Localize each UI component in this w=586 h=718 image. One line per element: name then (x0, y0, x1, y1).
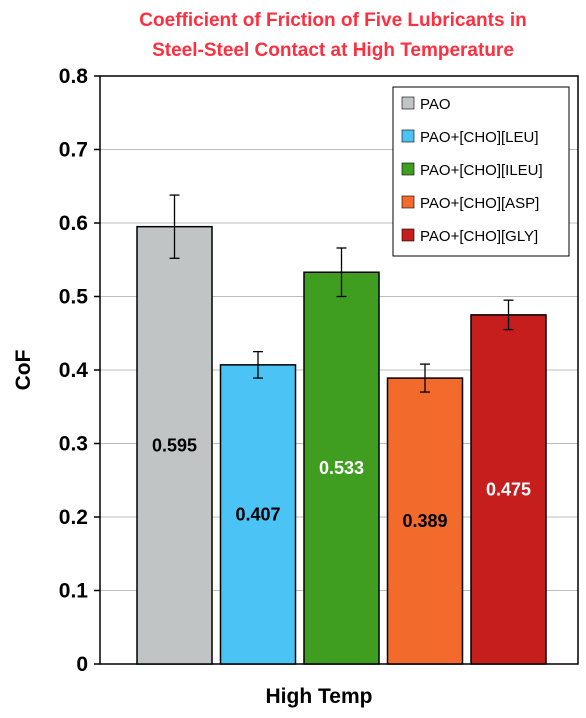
legend-label: PAO+[CHO][LEU] (420, 129, 539, 146)
chart-title-line-2: Steel-Steel Contact at High Temperature (152, 40, 514, 61)
y-tick-label: 0.3 (59, 433, 88, 456)
bar-group: 0.475 (470, 299, 547, 665)
legend-item: PAO+[CHO][GLY] (401, 228, 538, 245)
x-axis-label: High Temp (266, 685, 373, 708)
y-tick-label: 0 (76, 653, 88, 676)
legend-item: PAO (401, 96, 451, 113)
legend: PAO PAO+[CHO][LEU] PAO+[CHO][ILEU] PAO+[CHO… (392, 86, 570, 257)
y-axis-label: CoF (12, 349, 35, 390)
legend-swatch (401, 195, 415, 209)
data-label: 0.475 (486, 479, 531, 499)
bar-group: 0.389 (386, 363, 464, 665)
y-tick-label: 0.6 (59, 212, 88, 235)
y-tick-label: 0.2 (59, 506, 88, 529)
bars: 0.595 0.407 0.533 0.389 0.475 (136, 194, 547, 665)
chart-title-line-1: Coefficient of Friction of Five Lubrican… (139, 10, 526, 31)
legend-item: PAO+[CHO][ILEU] (401, 162, 543, 179)
data-label: 0.389 (402, 511, 447, 531)
legend-box (392, 86, 570, 257)
bar-group: 0.595 (136, 194, 213, 665)
y-tick-label: 0.1 (59, 580, 89, 603)
y-tick-label: 0.7 (59, 139, 88, 162)
y-tick-label: 0.4 (59, 359, 89, 382)
y-tick-label: 0.5 (59, 286, 89, 309)
legend-swatch (401, 129, 415, 143)
legend-label: PAO+[CHO][GLY] (420, 228, 538, 245)
legend-item: PAO+[CHO][LEU] (401, 129, 539, 146)
legend-swatch (401, 96, 415, 110)
data-label: 0.407 (235, 504, 280, 524)
bar (386, 377, 464, 665)
legend-item: PAO+[CHO][ASP] (401, 195, 539, 212)
data-label: 0.533 (319, 458, 364, 478)
legend-swatch (401, 228, 415, 242)
bar-group: 0.407 (219, 350, 297, 665)
y-axis-tick-labels: 0 0.1 0.2 0.3 0.4 0.5 0.6 0.7 0.8 (59, 65, 89, 676)
legend-label: PAO (420, 96, 451, 113)
legend-label: PAO+[CHO][ASP] (420, 195, 539, 212)
legend-label: PAO+[CHO][ILEU] (420, 162, 543, 179)
data-label: 0.595 (152, 435, 197, 455)
bar (470, 314, 547, 665)
bar (136, 225, 213, 665)
y-tick-label: 0.8 (59, 65, 89, 88)
legend-swatch (401, 162, 415, 176)
bar-group: 0.533 (303, 247, 380, 665)
